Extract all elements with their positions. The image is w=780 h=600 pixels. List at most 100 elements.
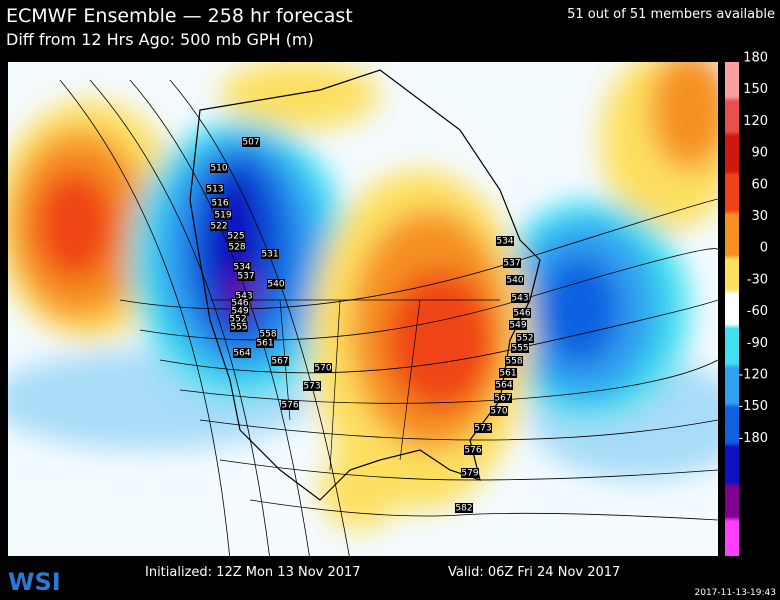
contour-label: 543 — [511, 294, 528, 304]
contour-label-box — [464, 445, 482, 455]
colorbar-label: -180 — [738, 431, 768, 446]
contour-label: 540 — [267, 280, 284, 290]
members: 51 out of 51 members available — [567, 7, 775, 22]
contour-label: 510 — [210, 164, 227, 174]
contour-label: 546 — [513, 309, 530, 319]
contour-label-box — [210, 221, 228, 231]
contour-label: 534 — [233, 263, 250, 273]
colorbar-label: -120 — [738, 368, 768, 383]
contour-label: 573 — [474, 424, 491, 434]
contour-label-box — [261, 249, 279, 259]
contour-label-box — [490, 406, 508, 416]
contour-label: 519 — [214, 211, 231, 221]
contour-label: 573 — [303, 382, 320, 392]
contour-label-box — [455, 503, 473, 513]
contour-label: 564 — [233, 349, 250, 359]
contour-label: 576 — [281, 401, 298, 411]
contour-label-box — [229, 314, 247, 324]
contour-label: 582 — [455, 504, 472, 514]
contour-label-box — [233, 348, 251, 358]
contour-label-box — [233, 262, 251, 272]
contour-label: 576 — [464, 446, 481, 456]
contour-label-box — [210, 163, 228, 173]
title: ECMWF Ensemble — 258 hr forecast — [6, 5, 353, 27]
colorbar-label: -30 — [747, 272, 768, 287]
contour-label: 528 — [228, 243, 245, 253]
contour-label-box — [206, 184, 224, 194]
colorbar-label: 60 — [751, 177, 768, 192]
contour-label-box — [511, 343, 529, 353]
contour-label: 531 — [261, 250, 278, 260]
contour-label-box — [506, 275, 524, 285]
contour-label-box — [235, 291, 253, 301]
initialized: Initialized: 12Z Mon 13 Nov 2017 — [145, 565, 361, 580]
colorbar-label: -60 — [747, 304, 768, 319]
colorbar-label: 0 — [760, 241, 768, 256]
contour-label-box — [281, 400, 299, 410]
contour-label-box — [303, 381, 321, 391]
contour-label-box — [496, 236, 514, 246]
contour-label-box — [461, 468, 479, 478]
contour-label: 537 — [237, 272, 254, 282]
contour-label-box — [495, 380, 513, 390]
contour-label-box — [230, 322, 248, 332]
contour-label-box — [228, 242, 246, 252]
timestamp: 2017-11-13-19:43 — [695, 588, 777, 598]
contour-label: 579 — [461, 469, 478, 479]
colorbar-label: -90 — [747, 336, 768, 351]
contour-label: 534 — [496, 237, 513, 247]
contour-label: 549 — [509, 321, 526, 331]
contour-label-box — [267, 279, 285, 289]
contour-label: 543 — [235, 292, 252, 302]
contour-label-box — [259, 329, 277, 339]
contour-label-box — [227, 231, 245, 241]
subtitle: Diff from 12 Hrs Ago: 500 mb GPH (m) — [6, 30, 314, 49]
contour-label: 561 — [499, 369, 516, 379]
contour-label: 558 — [259, 330, 276, 340]
contour-label-box — [503, 258, 521, 268]
contour-label-box — [214, 210, 232, 220]
contour-label: 516 — [211, 199, 228, 209]
contour-label: 546 — [231, 299, 248, 309]
colorbar-label: 30 — [751, 209, 768, 224]
contour-label: 522 — [210, 222, 227, 232]
colorbar-label: 90 — [751, 146, 768, 161]
contour-label: 561 — [256, 339, 273, 349]
colorbar-label: 180 — [743, 51, 768, 66]
contour-label: 570 — [490, 407, 507, 417]
contour-label-box — [211, 198, 229, 208]
contour-label: 555 — [230, 323, 247, 333]
contour-label-box — [237, 271, 255, 281]
contour-label: 540 — [506, 276, 523, 286]
contour-label-box — [509, 320, 527, 330]
contour-label-box — [505, 356, 523, 366]
logo: WSI — [8, 568, 61, 596]
contour-label: 549 — [231, 307, 248, 317]
contour-label-box — [494, 393, 512, 403]
contour-label-box — [314, 363, 332, 373]
colorbar-label: -150 — [738, 399, 768, 414]
contour-label: 567 — [271, 357, 288, 367]
contour-label: 525 — [227, 232, 244, 242]
contour-label-box — [516, 333, 534, 343]
contour-label-box — [511, 293, 529, 303]
contour-label: 570 — [314, 364, 331, 374]
colorbar — [725, 62, 739, 556]
contour-label-box — [474, 423, 492, 433]
contour-label-box — [499, 368, 517, 378]
contour-label: 537 — [503, 259, 520, 269]
contour-label-box — [231, 306, 249, 316]
contour-label: 567 — [494, 394, 511, 404]
valid: Valid: 06Z Fri 24 Nov 2017 — [448, 565, 620, 580]
contour-label: 552 — [516, 334, 533, 344]
contour-label-box — [242, 137, 260, 147]
contour-label-box — [513, 308, 531, 318]
contour-label: 555 — [511, 344, 528, 354]
contour-label: 558 — [505, 357, 522, 367]
contour-label-box — [271, 356, 289, 366]
contour-label-box — [231, 298, 249, 308]
contour-label: 552 — [229, 315, 246, 325]
contour-label-box — [256, 338, 274, 348]
contour-label: 564 — [495, 381, 512, 391]
